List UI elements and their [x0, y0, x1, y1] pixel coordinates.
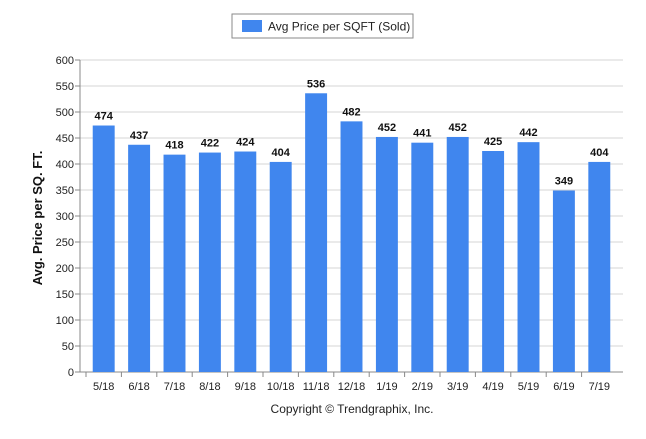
bar [269, 161, 292, 372]
x-tick-label: 10/18 [267, 381, 295, 393]
x-tick-label: 3/19 [447, 381, 468, 393]
x-tick-label: 9/18 [235, 381, 256, 393]
x-tick-label: 8/18 [199, 381, 220, 393]
bar [411, 142, 434, 372]
copyright-text: Copyright © Trendgraphix, Inc. [271, 402, 434, 416]
data-label: 452 [378, 122, 396, 134]
bar [588, 161, 611, 372]
bar [517, 142, 540, 372]
y-tick-labels: 0 50 100 150 200 250 300 350 400 450 500 550 600 [56, 55, 74, 379]
bar [163, 154, 186, 372]
x-tick-label: 5/19 [518, 381, 539, 393]
data-label: 422 [201, 138, 219, 150]
y-tick-label: 0 [68, 367, 74, 379]
y-tick-label: 550 [56, 81, 74, 93]
data-label: 425 [484, 136, 502, 148]
y-tick-label: 350 [56, 185, 74, 197]
y-tick-label: 300 [56, 211, 74, 223]
data-label: 404 [590, 147, 609, 159]
data-label: 536 [307, 78, 325, 90]
y-tick-label: 150 [56, 289, 74, 301]
bar [305, 93, 328, 372]
x-tick-label: 6/19 [553, 381, 574, 393]
x-tick-label: 4/19 [482, 381, 503, 393]
data-label: 349 [555, 176, 573, 188]
bar [375, 136, 398, 372]
bars [92, 93, 611, 373]
y-tick-label: 200 [56, 263, 74, 275]
x-tick-label: 1/19 [376, 381, 397, 393]
bar [482, 151, 505, 372]
bar [92, 125, 115, 373]
x-tick-label: 2/19 [412, 381, 433, 393]
bar [446, 136, 469, 372]
y-tick-label: 600 [56, 55, 74, 67]
legend-swatch [242, 20, 262, 32]
data-label: 418 [165, 140, 183, 152]
data-label: 441 [413, 128, 431, 140]
legend: Avg Price per SQFT (Sold) [231, 13, 414, 39]
data-label: 424 [236, 137, 255, 149]
x-tick-label: 5/18 [93, 381, 114, 393]
legend-label: Avg Price per SQFT (Sold) [268, 20, 410, 34]
y-tick-label: 100 [56, 315, 74, 327]
x-tick-label: 7/19 [589, 381, 610, 393]
y-tick-label: 250 [56, 237, 74, 249]
data-label: 404 [272, 147, 291, 159]
bar [128, 144, 151, 372]
y-tick-label: 50 [62, 341, 74, 353]
x-tick-label: 12/18 [338, 381, 366, 393]
y-tick-label: 400 [56, 159, 74, 171]
data-label: 437 [130, 130, 148, 142]
x-tick-label: 11/18 [303, 381, 330, 393]
legend-box [231, 13, 414, 39]
bar [340, 121, 363, 372]
data-label: 474 [95, 111, 114, 123]
data-label: 452 [449, 122, 467, 134]
x-tick-labels: 5/18 6/18 7/18 8/18 9/18 10/18 11/18 12/18 1/19 2… [85, 372, 610, 393]
data-label: 482 [342, 106, 360, 118]
y-tick-label: 450 [56, 133, 74, 145]
y-tick-label: 500 [56, 107, 74, 119]
x-tick-label: 6/18 [128, 381, 149, 393]
x-tick-label: 7/18 [164, 381, 185, 393]
data-label: 442 [519, 127, 537, 139]
bar [552, 190, 575, 372]
bar [198, 152, 221, 372]
data-labels: 474 437 418 422 424 404 536 482 452 441 452 425 442 3… [95, 78, 610, 187]
y-axis-title: Avg. Price per SQ. FT. [30, 151, 45, 286]
bar [234, 151, 257, 372]
